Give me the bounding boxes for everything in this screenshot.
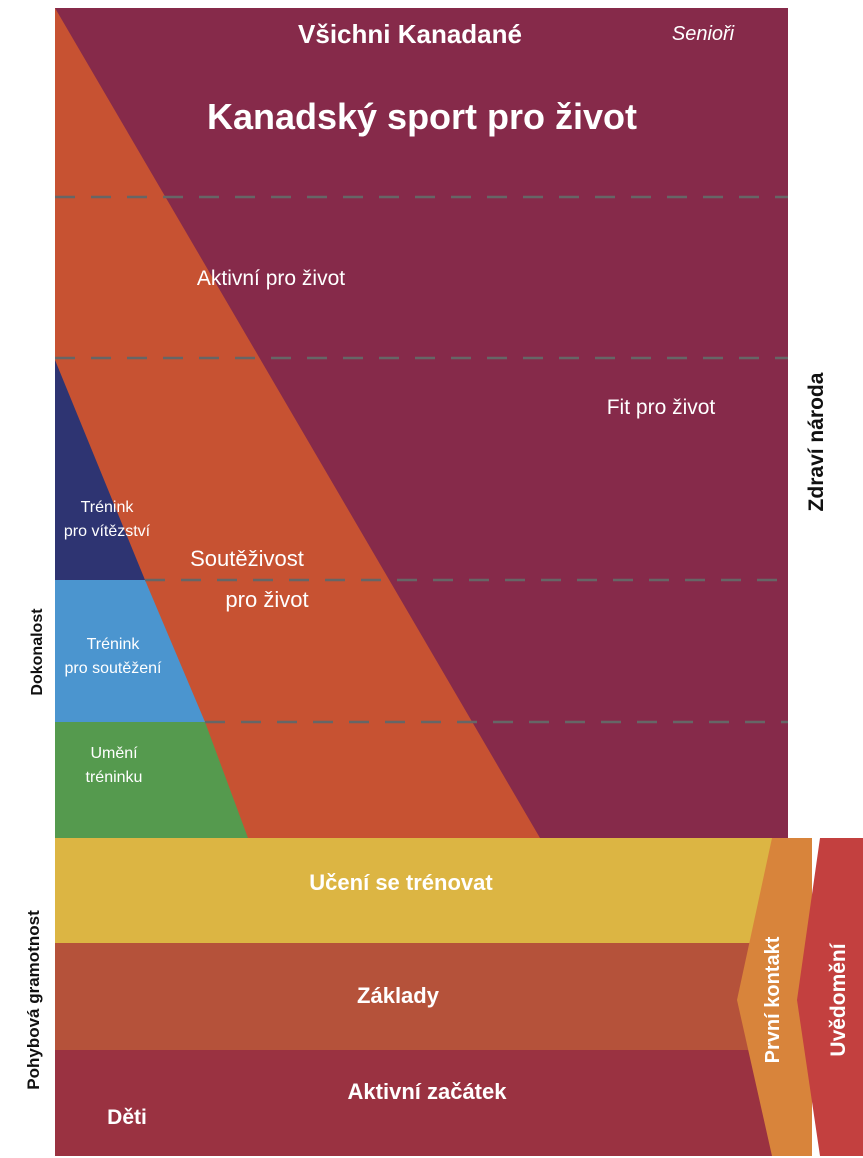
fundamentals-label: Základy	[357, 983, 440, 1008]
awareness-label: Uvědomění	[827, 942, 850, 1056]
train-to-win-region	[55, 360, 145, 580]
active-start-band	[55, 1050, 790, 1156]
excellence-label: Dokonalost	[29, 608, 46, 696]
active-for-life-label: Aktivní pro život	[197, 267, 345, 290]
learn-train-line2: tréninku	[86, 769, 143, 786]
train-to-win-line2: pro vítězství	[64, 523, 151, 540]
first-contact-chevron	[737, 838, 812, 1156]
competitive-for-life-line1: Soutěživost	[190, 546, 304, 571]
physical-literacy-label: Pohybová gramotnost	[24, 910, 43, 1090]
health-of-nation-label: Zdraví národa	[805, 372, 828, 511]
seniors-label: Senioři	[672, 23, 735, 45]
train-to-compete-line1: Trénink	[87, 636, 141, 653]
learn-train-line1: Umění	[90, 745, 138, 762]
children-label: Děti	[107, 1106, 147, 1129]
active-start-label: Aktivní začátek	[348, 1079, 508, 1104]
all-canadians-label: Všichni Kanadané	[298, 19, 522, 49]
train-to-compete-region	[55, 580, 205, 722]
fit-for-life-label: Fit pro život	[607, 396, 716, 419]
competitive-for-life-line2: pro život	[225, 587, 308, 612]
main-title: Kanadský sport pro život	[207, 96, 637, 137]
learn-to-train-label: Učení se trénovat	[309, 870, 493, 895]
fundamentals-band	[55, 943, 790, 1050]
train-to-win-line1: Trénink	[81, 499, 135, 516]
first-contact-label: První kontakt	[762, 936, 784, 1063]
learn-to-train-band	[55, 838, 790, 943]
orange-triangle	[55, 8, 540, 838]
train-to-compete-line2: pro soutěžení	[65, 660, 163, 677]
learn-to-train-region	[55, 722, 248, 838]
awareness-chevron	[797, 838, 863, 1156]
